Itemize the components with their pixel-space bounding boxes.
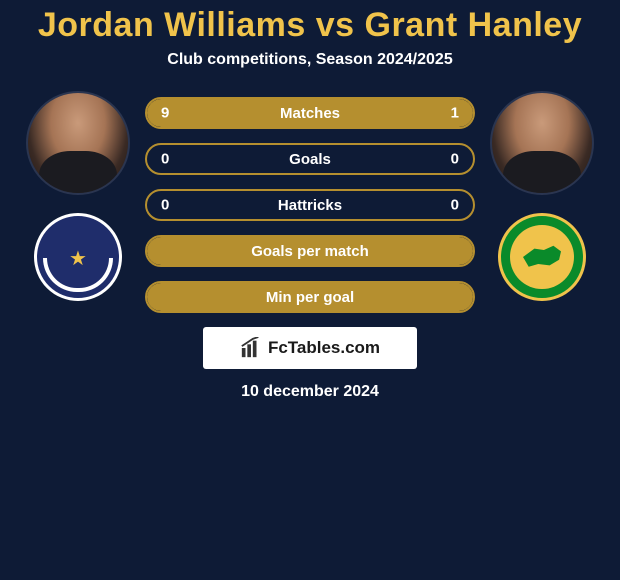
player-right-avatar	[490, 91, 594, 195]
stat-label: Min per goal	[147, 289, 473, 306]
stat-row: Goals per match	[145, 235, 475, 267]
stat-row: 00Hattricks	[145, 189, 475, 221]
right-column	[487, 91, 597, 301]
comparison-card: Jordan Williams vs Grant Hanley Club com…	[0, 0, 620, 401]
brand-box[interactable]: FcTables.com	[203, 327, 417, 369]
stat-label: Matches	[147, 105, 473, 122]
stat-label: Goals per match	[147, 243, 473, 260]
club-right-badge	[498, 213, 586, 301]
date-label: 10 december 2024	[0, 383, 620, 401]
stat-label: Goals	[147, 151, 473, 168]
stat-label: Hattricks	[147, 197, 473, 214]
stat-row: 00Goals	[145, 143, 475, 175]
main-row: 91Matches 00Goals 00Hattricks Goals per mat…	[0, 91, 620, 313]
left-column	[23, 91, 133, 301]
brand-text: FcTables.com	[268, 338, 380, 358]
club-left-badge	[34, 213, 122, 301]
subtitle: Club competitions, Season 2024/2025	[0, 51, 620, 69]
stat-row: Min per goal	[145, 281, 475, 313]
stats-column: 91Matches 00Goals 00Hattricks Goals per mat…	[145, 91, 475, 313]
stat-row: 91Matches	[145, 97, 475, 129]
chart-icon	[240, 337, 262, 359]
page-title: Jordan Williams vs Grant Hanley	[0, 6, 620, 45]
player-left-avatar	[26, 91, 130, 195]
